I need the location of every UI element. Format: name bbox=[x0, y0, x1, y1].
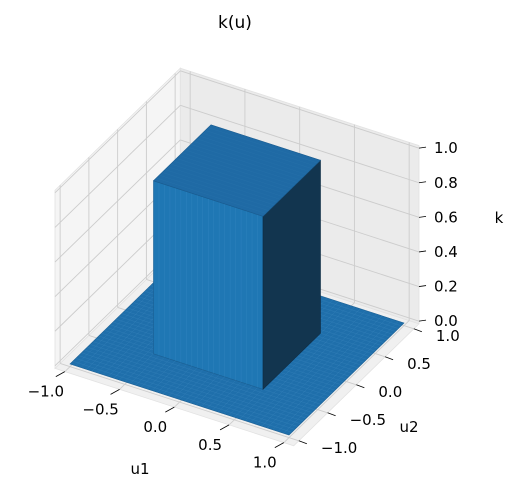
tick-mark bbox=[418, 146, 427, 149]
floor-mesh-line bbox=[256, 312, 372, 425]
gridline-left-z bbox=[54, 70, 181, 194]
tick-mark bbox=[274, 442, 285, 448]
y-tick-label: −0.5 bbox=[350, 411, 386, 429]
floor-mesh-line bbox=[245, 308, 361, 421]
y-tick-label: 0.0 bbox=[378, 383, 402, 401]
top-mesh-line bbox=[202, 132, 312, 169]
x-tick-label: 1.0 bbox=[253, 454, 277, 472]
top-mesh-line bbox=[170, 163, 281, 200]
floor-mesh-line bbox=[250, 310, 366, 423]
y-tick-label: −1.0 bbox=[321, 439, 357, 457]
top-mesh-line bbox=[164, 169, 275, 206]
floor-mesh-line bbox=[239, 306, 355, 420]
x-tick-label: 0.0 bbox=[143, 418, 167, 436]
top-mesh-line bbox=[173, 160, 284, 197]
top-mesh-line bbox=[182, 152, 292, 189]
top-mesh-line bbox=[193, 141, 304, 178]
floor-mesh-line bbox=[261, 313, 377, 427]
top-mesh-line bbox=[199, 135, 310, 172]
tick-mark bbox=[413, 328, 422, 333]
tick-mark bbox=[418, 250, 427, 253]
y-tick-label: 1.0 bbox=[436, 327, 460, 345]
top-mesh-line bbox=[162, 172, 272, 209]
tick-mark bbox=[110, 389, 120, 395]
x-tick-label: −1.0 bbox=[28, 383, 64, 401]
tick-mark bbox=[418, 285, 427, 287]
top-mesh-line bbox=[179, 155, 289, 192]
top-mesh-line bbox=[159, 174, 269, 211]
chart-title: k(u) bbox=[218, 13, 252, 33]
top-mesh-line bbox=[185, 149, 295, 186]
tick-mark bbox=[384, 356, 394, 361]
tick-mark bbox=[219, 424, 230, 431]
top-mesh-line bbox=[205, 130, 315, 167]
floor-mesh-line bbox=[272, 317, 388, 430]
floor-mesh-line bbox=[266, 315, 383, 429]
tick-mark bbox=[298, 440, 307, 445]
gridline-back-z bbox=[180, 104, 420, 184]
z-tick-label: 0.4 bbox=[434, 243, 458, 261]
gridline-back-z bbox=[180, 70, 420, 149]
top-mesh-line bbox=[187, 146, 298, 183]
top-mesh-line bbox=[208, 127, 318, 164]
top-mesh-line bbox=[190, 144, 301, 181]
x-axis-label: u1 bbox=[130, 460, 149, 478]
z-tick-label: 0.2 bbox=[434, 278, 458, 296]
surface-plot bbox=[69, 124, 405, 436]
tick-mark bbox=[327, 412, 336, 417]
z-tick-label: 0.6 bbox=[434, 208, 458, 226]
x-tick-label: −0.5 bbox=[82, 400, 118, 418]
z-tick-label: 0.8 bbox=[434, 174, 458, 192]
top-mesh-line bbox=[196, 138, 307, 175]
floor-mesh-line bbox=[283, 321, 399, 434]
tick-labels: −1.0−0.50.00.51.0−1.0−0.50.00.51.00.00.2… bbox=[28, 139, 460, 471]
top-mesh-line bbox=[167, 166, 278, 203]
y-tick-label: 0.5 bbox=[407, 355, 431, 373]
tick-mark bbox=[418, 181, 427, 184]
gridline-left-z bbox=[54, 105, 181, 228]
floor-mesh-line bbox=[277, 319, 394, 432]
top-mesh-line bbox=[156, 177, 266, 214]
y-axis-label: u2 bbox=[399, 418, 418, 436]
gridline-left-z bbox=[54, 139, 181, 263]
tick-mark bbox=[356, 384, 365, 389]
tick-mark bbox=[165, 406, 175, 413]
tick-mark bbox=[418, 319, 427, 322]
x-tick-label: 0.5 bbox=[198, 436, 222, 454]
tick-mark bbox=[55, 371, 66, 377]
z-axis-label: k bbox=[495, 209, 504, 227]
top-mesh-line bbox=[176, 158, 287, 195]
z-tick-label: 0.0 bbox=[434, 312, 458, 330]
tick-mark bbox=[418, 215, 427, 218]
gridline-floor-y bbox=[60, 362, 299, 442]
z-tick-label: 1.0 bbox=[434, 139, 458, 157]
